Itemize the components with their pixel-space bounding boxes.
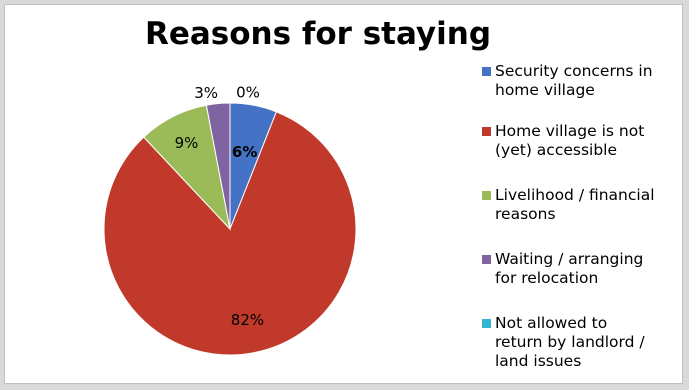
legend-swatch-livelihood — [482, 191, 491, 200]
legend-swatch-security — [482, 67, 491, 76]
data-label-security: 6% — [232, 143, 257, 161]
legend-label-landlord: Not allowed to return by landlord / land… — [495, 314, 645, 371]
data-label-landlord: 0% — [236, 84, 260, 102]
legend-item-landlord: Not allowed to return by landlord / land… — [482, 314, 677, 371]
legend-label-not-accessible: Home village is not (yet) accessible — [495, 122, 644, 160]
data-label-not-accessible: 82% — [231, 311, 264, 329]
data-label-livelihood: 9% — [175, 134, 199, 152]
legend-item-not-accessible: Home village is not (yet) accessible — [482, 122, 677, 160]
legend-label-relocation: Waiting / arranging for relocation — [495, 250, 643, 288]
legend-item-livelihood: Livelihood / financial reasons — [482, 186, 677, 224]
data-label-relocation: 3% — [194, 84, 218, 102]
legend-label-livelihood: Livelihood / financial reasons — [495, 186, 655, 224]
legend-label-security: Security concerns in home village — [495, 62, 653, 100]
legend-swatch-landlord — [482, 319, 491, 328]
legend-swatch-not-accessible — [482, 127, 491, 136]
legend-swatch-relocation — [482, 255, 491, 264]
legend-item-relocation: Waiting / arranging for relocation — [482, 250, 677, 288]
legend-item-security: Security concerns in home village — [482, 62, 677, 100]
